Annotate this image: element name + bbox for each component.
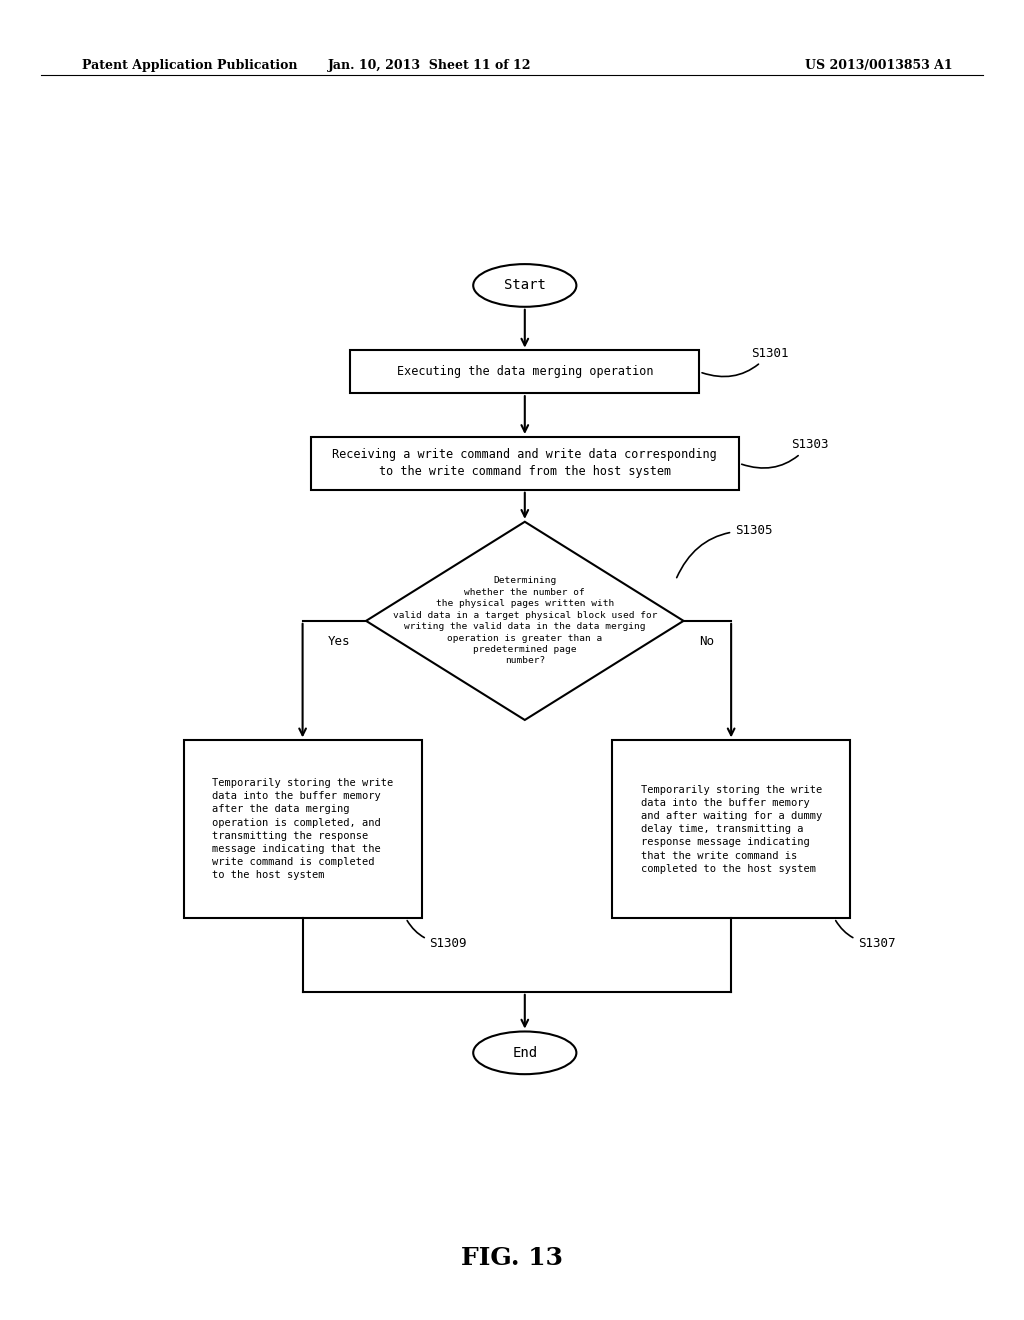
Text: No: No	[699, 635, 715, 648]
Text: Determining
whether the number of
the physical pages written with
valid data in : Determining whether the number of the ph…	[392, 577, 657, 665]
Bar	[612, 741, 850, 919]
Text: S1309: S1309	[408, 920, 467, 949]
Bar	[183, 741, 422, 919]
Text: FIG. 13: FIG. 13	[461, 1246, 563, 1270]
Text: US 2013/0013853 A1: US 2013/0013853 A1	[805, 59, 952, 73]
Text: Jan. 10, 2013  Sheet 11 of 12: Jan. 10, 2013 Sheet 11 of 12	[329, 59, 531, 73]
Text: Executing the data merging operation: Executing the data merging operation	[396, 366, 653, 379]
Text: S1301: S1301	[702, 347, 788, 376]
Bar	[310, 437, 739, 490]
Text: Temporarily storing the write
data into the buffer memory
after the data merging: Temporarily storing the write data into …	[212, 777, 393, 880]
Text: Yes: Yes	[328, 635, 350, 648]
Text: End: End	[512, 1045, 538, 1060]
Bar	[350, 351, 699, 393]
Text: Patent Application Publication: Patent Application Publication	[82, 59, 297, 73]
Text: S1305: S1305	[677, 524, 772, 578]
Text: Start: Start	[504, 279, 546, 293]
Text: S1303: S1303	[741, 438, 828, 469]
Text: Receiving a write command and write data corresponding
to the write command from: Receiving a write command and write data…	[333, 449, 717, 478]
Text: S1307: S1307	[836, 920, 896, 949]
Text: Temporarily storing the write
data into the buffer memory
and after waiting for : Temporarily storing the write data into …	[640, 784, 822, 874]
